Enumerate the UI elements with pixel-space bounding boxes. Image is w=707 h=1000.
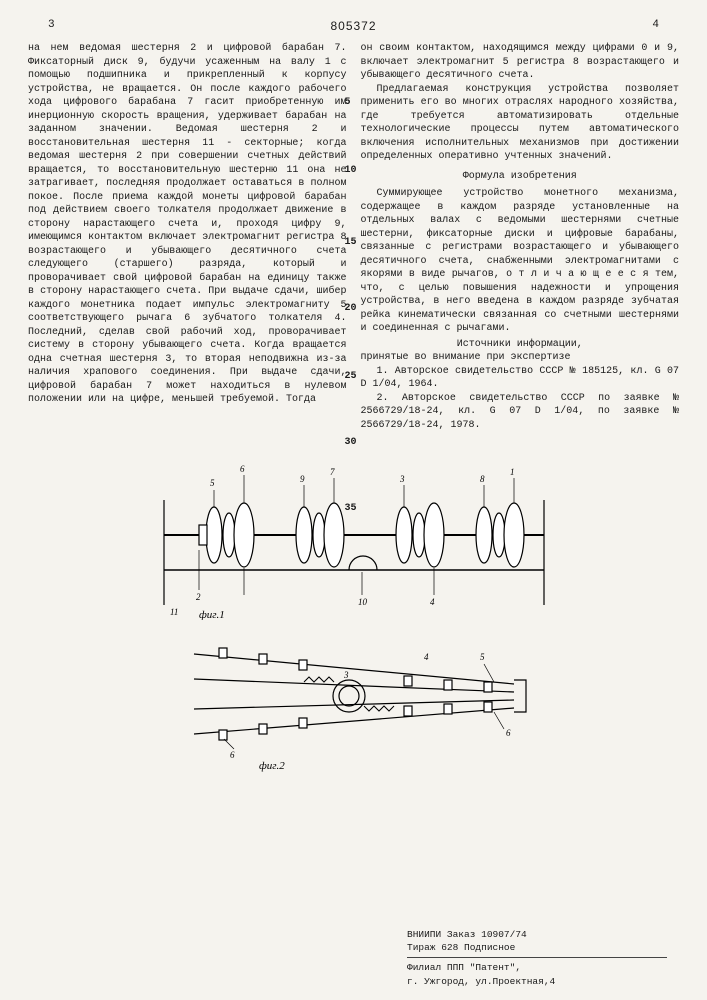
sources-block: Источники информации, — [361, 338, 680, 352]
footer-line-3: Филиал ППП "Патент", — [407, 961, 667, 974]
footer-line-1: ВНИИПИ Заказ 10907/74 — [407, 928, 667, 941]
sources-sub: принятые во внимание при экспертизе — [361, 351, 680, 365]
source-1: 1. Авторское свидетельство СССР № 185125… — [361, 365, 680, 392]
fig1-label: фиг.1 — [199, 609, 225, 620]
svg-text:10: 10 — [358, 597, 368, 607]
right-column: 5 10 15 20 25 30 35 он своим контактом, … — [361, 42, 680, 432]
svg-text:7: 7 — [330, 467, 335, 477]
fig2-label: фиг.2 — [259, 760, 285, 772]
svg-text:11: 11 — [170, 607, 178, 617]
patent-number: 805372 — [330, 18, 376, 34]
svg-text:9: 9 — [300, 474, 305, 484]
left-page-number: 3 — [48, 18, 55, 34]
svg-text:5: 5 — [480, 652, 485, 662]
page-header: 3 805372 4 — [28, 18, 679, 34]
svg-text:5: 5 — [210, 478, 215, 488]
right-page-number: 4 — [652, 18, 659, 34]
svg-text:4: 4 — [424, 652, 429, 662]
line-marker-30: 30 — [345, 436, 357, 450]
right-p1: он своим контактом, находящимся между ци… — [361, 42, 680, 83]
footer-rule — [407, 957, 667, 958]
svg-text:6: 6 — [240, 464, 245, 474]
line-marker-15: 15 — [345, 236, 357, 250]
line-marker-25: 25 — [345, 370, 357, 384]
svg-text:4: 4 — [430, 597, 435, 607]
line-marker-35: 35 — [345, 502, 357, 516]
figures-area: 5 6 9 7 3 8 1 2 11 10 4 фиг.1 — [28, 446, 679, 783]
formula-title: Формула изобретения — [361, 170, 680, 184]
figure-1: 5 6 9 7 3 8 1 2 11 10 4 фиг.1 — [144, 450, 564, 620]
footer-line-2: Тираж 628 Подписное — [407, 941, 667, 954]
source-2: 2. Авторское свидетельство СССР по заявк… — [361, 392, 680, 433]
svg-text:3: 3 — [399, 474, 405, 484]
left-paragraph: на нем ведомая шестерня 2 и цифровой бар… — [28, 42, 347, 407]
line-marker-10: 10 — [345, 164, 357, 178]
line-marker-20: 20 — [345, 302, 357, 316]
svg-text:1: 1 — [510, 467, 515, 477]
line-marker-5: 5 — [345, 96, 351, 110]
svg-text:3: 3 — [343, 670, 349, 680]
left-column: на нем ведомая шестерня 2 и цифровой бар… — [28, 42, 347, 432]
text-columns: на нем ведомая шестерня 2 и цифровой бар… — [28, 42, 679, 432]
svg-text:6: 6 — [230, 750, 235, 760]
sources-title: Источники информации, — [457, 339, 583, 350]
footer-colophon: ВНИИПИ Заказ 10907/74 Тираж 628 Подписно… — [407, 928, 667, 988]
svg-text:6: 6 — [506, 728, 511, 738]
svg-text:8: 8 — [480, 474, 485, 484]
figure-2: 5 4 6 6 3 фиг.2 — [164, 634, 544, 774]
svg-text:2: 2 — [196, 592, 201, 602]
right-p3: Суммирующее устройство монетного механиз… — [361, 187, 680, 336]
footer-line-4: г. Ужгород, ул.Проектная,4 — [407, 975, 667, 988]
right-p2: Предлагаемая конструкция устройства позв… — [361, 83, 680, 164]
